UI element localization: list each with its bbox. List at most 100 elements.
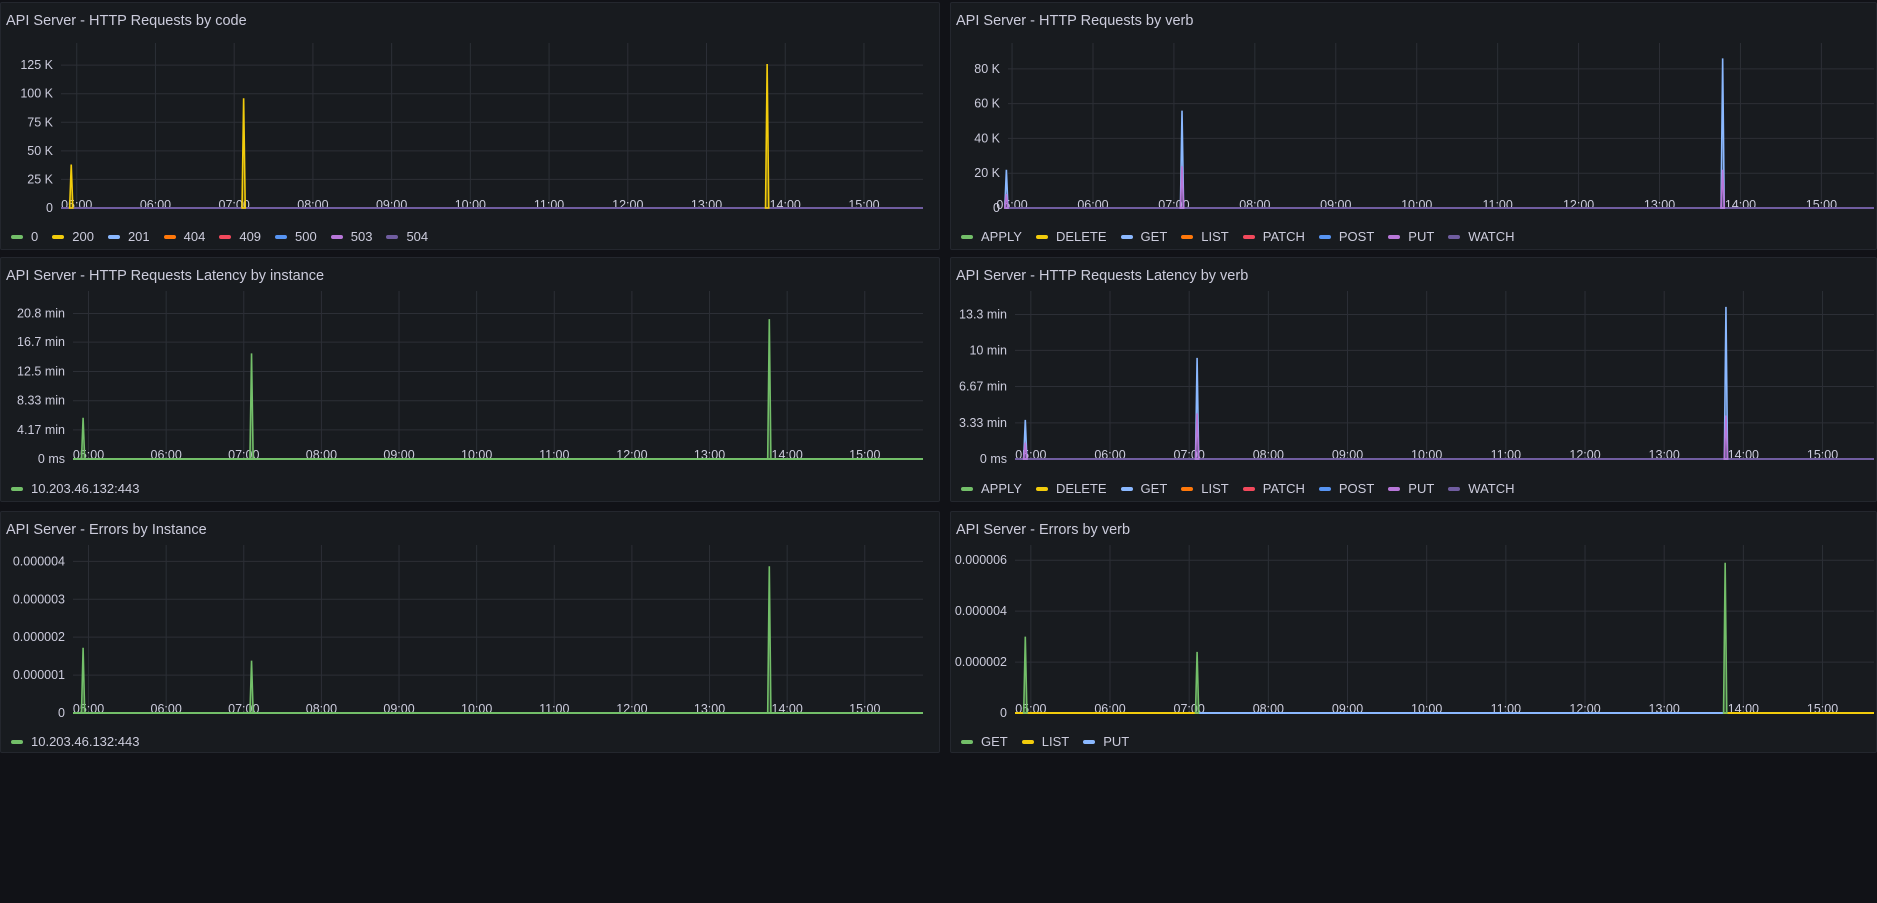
legend-item[interactable]: WATCH bbox=[1448, 481, 1515, 496]
legend-item[interactable]: LIST bbox=[1181, 229, 1229, 244]
x-tick-label: 05:00 bbox=[61, 198, 92, 212]
legend-label: PUT bbox=[1103, 734, 1130, 749]
legend-swatch bbox=[1035, 234, 1048, 239]
legend-item[interactable]: DELETE bbox=[1035, 229, 1107, 244]
legend-swatch bbox=[11, 234, 23, 239]
legend-item[interactable]: GET bbox=[1120, 481, 1168, 496]
legend-item[interactable]: POST bbox=[1318, 229, 1375, 244]
legend: 0 200 201 404 409 500 503 504 bbox=[11, 229, 442, 244]
panel-title: API Server - HTTP Requests by verb bbox=[956, 13, 1194, 29]
legend-label: GET bbox=[1140, 229, 1168, 244]
legend-label: PUT bbox=[1408, 481, 1435, 496]
y-tick-label: 12.5 min bbox=[17, 365, 65, 379]
y-tick-label: 125 K bbox=[20, 58, 53, 72]
legend-label: POST bbox=[1338, 229, 1375, 244]
legend-item[interactable]: DELETE bbox=[1035, 481, 1107, 496]
y-tick-label: 4.17 min bbox=[17, 423, 65, 437]
legend-label: PATCH bbox=[1262, 229, 1305, 244]
series-spike bbox=[80, 647, 86, 714]
legend-item[interactable]: 10.203.46.132:443 bbox=[11, 734, 139, 749]
legend-item[interactable]: PUT bbox=[1388, 481, 1434, 496]
y-tick-label: 25 K bbox=[27, 172, 53, 186]
legend-label: WATCH bbox=[1468, 481, 1515, 496]
legend-label: 404 bbox=[183, 229, 206, 244]
legend-item[interactable]: APPLY bbox=[961, 229, 1022, 244]
y-tick-label: 0 bbox=[1000, 706, 1007, 720]
y-tick-label: 3.33 min bbox=[959, 416, 1007, 430]
legend-swatch bbox=[1388, 234, 1401, 239]
x-tick-label: 08:00 bbox=[297, 198, 328, 212]
panel-latency-by-instance[interactable]: API Server - HTTP Requests Latency by in… bbox=[0, 257, 940, 502]
legend-item[interactable]: GET bbox=[961, 734, 1008, 749]
y-tick-label: 13.3 min bbox=[959, 307, 1007, 321]
legend-swatch bbox=[1448, 234, 1461, 239]
legend-swatch bbox=[1181, 486, 1194, 491]
y-tick-label: 40 K bbox=[974, 131, 1000, 145]
legend-label: GET bbox=[1140, 481, 1168, 496]
panel-errors-by-instance[interactable]: API Server - Errors by Instance 0 0.00000… bbox=[0, 511, 940, 753]
legend-swatch bbox=[961, 486, 973, 491]
series-spike bbox=[1179, 166, 1185, 209]
legend-item[interactable]: PATCH bbox=[1242, 229, 1305, 244]
legend-item[interactable]: POST bbox=[1318, 481, 1374, 496]
legend-label: 503 bbox=[350, 229, 373, 244]
legend-item[interactable]: 0 bbox=[11, 229, 38, 244]
legend-item[interactable]: 201 bbox=[107, 229, 150, 244]
panel-requests-by-verb[interactable]: API Server - HTTP Requests by verb 0 20 K… bbox=[950, 2, 1877, 250]
series-spike bbox=[766, 566, 772, 714]
legend-swatch bbox=[961, 234, 973, 239]
legend-label: 0 bbox=[31, 229, 39, 244]
legend-swatch bbox=[1242, 234, 1255, 239]
series-spike bbox=[1003, 193, 1009, 209]
legend-swatch bbox=[1448, 486, 1461, 491]
legend-swatch bbox=[1318, 486, 1331, 491]
y-tick-label: 10 min bbox=[969, 343, 1007, 357]
legend-item[interactable]: 504 bbox=[386, 229, 428, 244]
legend: APPLY DELETE GET LIST PATCH POST PUT WATCH bbox=[961, 481, 1529, 496]
x-tick-label: 14:00 bbox=[1725, 198, 1756, 212]
legend: 10.203.46.132:443 bbox=[11, 734, 153, 749]
panel-latency-by-verb[interactable]: API Server - HTTP Requests Latency by ve… bbox=[950, 257, 1877, 502]
legend-item[interactable]: LIST bbox=[1181, 481, 1229, 496]
legend-label: APPLY bbox=[981, 481, 1022, 496]
y-tick-label: 0 bbox=[46, 201, 53, 215]
x-tick-label: 15:00 bbox=[848, 198, 879, 212]
legend-item[interactable]: 503 bbox=[330, 229, 373, 244]
legend-item[interactable]: WATCH bbox=[1448, 229, 1515, 244]
legend-item[interactable]: PATCH bbox=[1242, 481, 1305, 496]
legend-label: WATCH bbox=[1468, 229, 1515, 244]
y-tick-label: 0 ms bbox=[980, 452, 1007, 466]
panel-errors-by-verb[interactable]: API Server - Errors by verb 0 0.000002 0.0… bbox=[950, 511, 1877, 753]
legend-item[interactable]: 500 bbox=[275, 229, 317, 244]
legend-item[interactable]: 200 bbox=[52, 229, 94, 244]
x-tick-label: 13:00 bbox=[691, 198, 722, 212]
legend-label: 200 bbox=[72, 229, 94, 244]
legend-item[interactable]: APPLY bbox=[961, 481, 1022, 496]
series-spike bbox=[1720, 169, 1726, 209]
legend-item[interactable]: GET bbox=[1120, 229, 1168, 244]
legend-swatch bbox=[1035, 486, 1048, 491]
legend-swatch bbox=[275, 234, 288, 239]
legend-item[interactable]: LIST bbox=[1021, 734, 1069, 749]
legend-item[interactable]: 409 bbox=[219, 229, 261, 244]
y-tick-label: 60 K bbox=[974, 97, 1000, 111]
legend-label: PUT bbox=[1408, 229, 1435, 244]
legend-item[interactable]: PUT bbox=[1388, 229, 1434, 244]
y-tick-label: 100 K bbox=[20, 87, 53, 101]
legend-swatch bbox=[1242, 486, 1255, 491]
legend-swatch bbox=[330, 234, 343, 239]
x-tick-label: 12:00 bbox=[1563, 198, 1594, 212]
legend-swatch bbox=[1181, 234, 1194, 239]
series-spike bbox=[1022, 636, 1028, 714]
legend-swatch bbox=[219, 234, 232, 239]
legend-item[interactable]: PUT bbox=[1083, 734, 1129, 749]
legend-item[interactable]: 404 bbox=[163, 229, 206, 244]
legend-item[interactable]: 10.203.46.132:443 bbox=[11, 481, 139, 496]
y-tick-label: 75 K bbox=[27, 115, 53, 129]
panel-title: API Server - Errors by verb bbox=[956, 522, 1131, 538]
legend-swatch bbox=[52, 234, 65, 239]
y-tick-label: 16.7 min bbox=[17, 335, 65, 349]
series-spike bbox=[249, 353, 254, 460]
panel-requests-by-code[interactable]: API Server - HTTP Requests by code 0 25 K… bbox=[0, 2, 940, 250]
